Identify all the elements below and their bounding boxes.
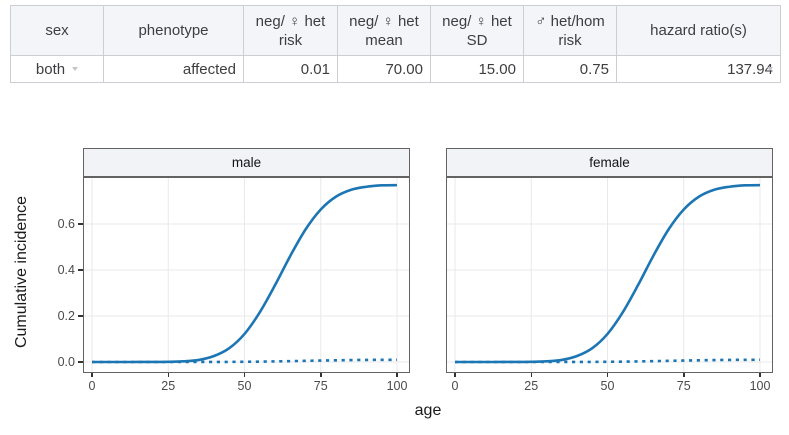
parameters-table: sex phenotype neg/ ♀ het risk neg/ ♀ het… (10, 5, 781, 83)
cell-neg-het-sd[interactable]: 15.00 (430, 55, 524, 83)
col-header-sex: sex (10, 5, 104, 56)
table-row: both affected 0.01 70.00 15.00 0.75 137.… (10, 55, 781, 83)
cell-het-hom-risk[interactable]: 0.75 (523, 55, 617, 83)
y-tick-mark (78, 361, 83, 363)
cell-phenotype[interactable]: affected (103, 55, 244, 83)
plot-panel-female (446, 177, 773, 373)
col-header-het-hom-risk: ♂ het/hom risk (523, 5, 617, 56)
incidence-curve-het-hom-carrier (91, 183, 398, 364)
x-tick-mark (683, 372, 685, 377)
x-tick-mark (454, 372, 456, 377)
x-tick-label: 75 (676, 379, 691, 393)
x-tick-label: 0 (451, 379, 459, 393)
y-tick-label: 0.0 (57, 354, 75, 369)
col-header-neg-het-sd: neg/ ♀ het SD (430, 5, 524, 56)
y-tick-label: 0.4 (57, 262, 75, 277)
facet-strip-male: male (83, 148, 410, 177)
y-tick-mark (78, 269, 83, 271)
y-tick-mark (78, 315, 83, 317)
x-tick-mark (759, 372, 761, 377)
x-tick-label: 25 (161, 379, 176, 393)
x-tick-label: 75 (313, 379, 328, 393)
x-tick-label: 50 (237, 379, 252, 393)
cell-hazard-ratio-value: 137.94 (727, 60, 773, 78)
x-tick-label: 0 (88, 379, 96, 393)
x-tick-mark (396, 372, 398, 377)
x-tick-label: 100 (386, 379, 408, 393)
col-header-hazard-ratio: hazard ratio(s) (616, 5, 781, 56)
y-tick-label: 0.2 (57, 308, 75, 323)
x-tick-mark (167, 372, 169, 377)
x-tick-label: 100 (749, 379, 771, 393)
table-header-row: sex phenotype neg/ ♀ het risk neg/ ♀ het… (10, 5, 781, 56)
x-tick-label: 25 (524, 379, 539, 393)
x-tick-mark (530, 372, 532, 377)
x-tick-mark (606, 372, 609, 377)
x-tick-label: 50 (600, 379, 615, 393)
facet-strip-female: female (446, 148, 773, 177)
incidence-curve-het-hom-carrier (454, 183, 761, 364)
cell-hazard-ratio-dropdown[interactable]: 137.94 (616, 55, 781, 83)
cell-neg-het-risk[interactable]: 0.01 (243, 55, 338, 83)
x-tick-mark (243, 372, 246, 377)
cell-sex-dropdown[interactable]: both (10, 55, 104, 83)
col-header-neg-het-mean: neg/ ♀ het mean (337, 5, 431, 56)
x-tick-mark (320, 372, 322, 377)
x-axis-title: age (414, 402, 442, 419)
dropdown-arrow-icon (72, 66, 79, 71)
x-tick-mark (91, 372, 93, 377)
cell-neg-het-mean[interactable]: 70.00 (337, 55, 431, 83)
cell-sex-value: both (35, 60, 66, 78)
dropdown-arrow-icon (767, 67, 773, 71)
y-tick-mark (78, 223, 83, 225)
y-tick-label: 0.6 (57, 216, 75, 231)
y-axis-title: Cumulative incidence (13, 195, 30, 349)
plot-panel-male (83, 177, 410, 373)
